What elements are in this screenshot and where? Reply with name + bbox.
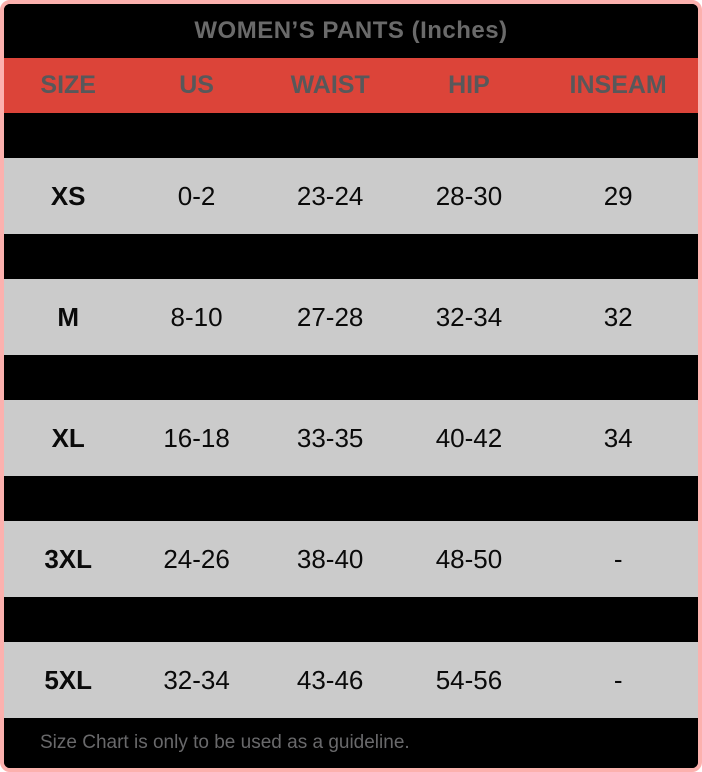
chart-title-text: WOMEN’S PANTS (Inches) — [194, 17, 508, 44]
cell-size: M — [57, 301, 80, 332]
cell-us: 16-18 — [163, 422, 230, 453]
table-row-hidden — [4, 597, 698, 642]
cell-waist: 33-35 — [296, 422, 364, 453]
chart-title: WOMEN’S PANTS (Inches) — [4, 4, 698, 58]
cell-hip: 48-50 — [435, 543, 503, 574]
table-row-hidden — [4, 113, 698, 158]
column-header-inseam: INSEAM — [569, 71, 667, 99]
cell-inseam: 29 — [603, 180, 633, 211]
table-row-hidden — [4, 355, 698, 400]
table-row-xs: XS 0-2 23-24 28-30 29 — [4, 158, 698, 234]
cell-size: XL — [51, 422, 85, 453]
cell-hip: 28-30 — [435, 180, 503, 211]
guideline-note: Size Chart is only to be used as a guide… — [4, 718, 698, 768]
cell-us: 24-26 — [163, 543, 230, 574]
guideline-note-text: Size Chart is only to be used as a guide… — [40, 732, 410, 753]
cell-inseam: 32 — [603, 301, 633, 332]
column-header-size: SIZE — [40, 71, 96, 99]
cell-waist: 43-46 — [296, 664, 364, 695]
table-row-xl: XL 16-18 33-35 40-42 34 — [4, 400, 698, 476]
table-row-m: M 8-10 27-28 32-34 32 — [4, 279, 698, 355]
cell-waist: 27-28 — [296, 301, 364, 332]
column-header-waist: WAIST — [290, 71, 370, 99]
cell-us: 32-34 — [163, 664, 230, 695]
cell-size: XS — [50, 180, 86, 211]
column-header-hip: HIP — [448, 71, 490, 99]
cell-inseam: - — [613, 664, 623, 695]
table-row-hidden — [4, 476, 698, 521]
cell-waist: 23-24 — [296, 180, 364, 211]
cell-inseam: - — [613, 543, 623, 574]
cell-size: 3XL — [44, 543, 93, 574]
cell-size: 5XL — [44, 664, 93, 695]
cell-us: 8-10 — [170, 301, 223, 332]
column-header-us: US — [179, 71, 214, 99]
table-header-row: SIZE US WAIST HIP INSEAM — [4, 58, 698, 113]
cell-hip: 54-56 — [435, 664, 503, 695]
cell-hip: 40-42 — [435, 422, 503, 453]
cell-hip: 32-34 — [435, 301, 503, 332]
table-row-5xl: 5XL 32-34 43-46 54-56 - — [4, 642, 698, 718]
cell-us: 0-2 — [177, 180, 216, 211]
table-row-hidden — [4, 234, 698, 279]
cell-inseam: 34 — [603, 422, 633, 453]
cell-waist: 38-40 — [296, 543, 364, 574]
table-row-3xl: 3XL 24-26 38-40 48-50 - — [4, 521, 698, 597]
